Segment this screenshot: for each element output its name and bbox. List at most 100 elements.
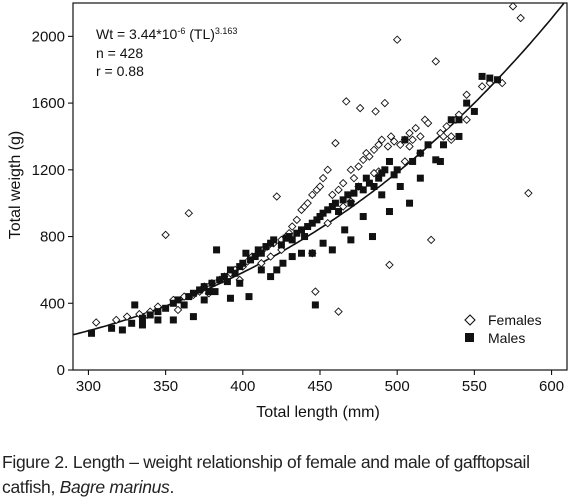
male-point (108, 324, 116, 332)
female-point (287, 222, 297, 231)
male-point (208, 279, 216, 287)
male-point (375, 174, 383, 182)
male-point (447, 116, 455, 124)
female-point (462, 90, 471, 99)
x-tick-label: 500 (385, 378, 410, 395)
x-tick-label: 300 (76, 378, 101, 395)
legend-females-label: Females (488, 312, 542, 328)
y-tick-label: 2000 (32, 28, 65, 45)
male-point (355, 183, 363, 190)
male-point (251, 253, 259, 261)
female-point (477, 82, 487, 91)
x-axis-title: Total length (mm) (256, 404, 380, 421)
male-point (390, 171, 398, 179)
male-point (335, 208, 343, 216)
male-point (304, 223, 312, 231)
female-point (416, 132, 425, 141)
equation-exponent-2: 3.163 (215, 26, 238, 36)
male-point (365, 179, 373, 187)
male-point (189, 313, 197, 321)
female-point (365, 152, 374, 161)
male-point (242, 249, 250, 257)
male-point (211, 288, 219, 296)
male-point (347, 236, 355, 244)
fit-curve (72, 2, 565, 336)
male-point (319, 209, 327, 217)
male-point (463, 99, 471, 107)
female-point (439, 132, 448, 141)
male-point (88, 329, 96, 337)
correlation-annotation: r = 0.88 (96, 63, 144, 79)
male-point (308, 219, 316, 227)
male-point (341, 226, 349, 234)
equation-annotation: Wt = 3.44*10-6 (TL)3.163 (96, 26, 237, 42)
male-point (297, 249, 305, 257)
female-point (323, 165, 332, 175)
y-tick-label: 800 (40, 229, 65, 246)
female-point (405, 142, 414, 151)
female-point (308, 190, 317, 200)
male-point (424, 141, 432, 149)
female-point (446, 132, 456, 141)
sample-size-annotation: n = 428 (96, 45, 143, 61)
male-point (359, 213, 367, 221)
male-point (440, 141, 447, 149)
female-point (369, 168, 379, 178)
female-point (272, 192, 282, 201)
male-point (293, 229, 301, 237)
caption-line-1: Figure 2. Length – weight relationship o… (2, 452, 530, 472)
plot-marks (72, 2, 565, 337)
male-point (200, 283, 208, 291)
female-point (346, 165, 356, 175)
male-point (385, 208, 393, 216)
female-point (516, 13, 525, 23)
female-point (266, 252, 275, 261)
male-point (180, 301, 188, 309)
female-point (426, 235, 436, 245)
male-point (350, 189, 358, 197)
legend-males-label: Males (488, 330, 525, 346)
male-point (416, 174, 424, 182)
male-point (319, 239, 327, 247)
female-point (323, 218, 332, 228)
male-point (169, 299, 177, 307)
female-point (311, 287, 320, 296)
male-point (331, 199, 339, 207)
male-point (220, 273, 228, 281)
male-point (174, 296, 182, 304)
y-axis-title: Total weigth (g) (7, 131, 24, 240)
female-point (508, 2, 518, 11)
male-point (368, 233, 376, 241)
male-point (416, 149, 424, 157)
y-tick-label: 400 (40, 295, 65, 312)
male-point (401, 136, 409, 144)
male-point (131, 301, 139, 309)
female-point (383, 142, 393, 151)
male-point (279, 259, 287, 267)
female-point (369, 145, 379, 155)
male-point (362, 174, 370, 182)
female-point (385, 260, 394, 270)
female-point (380, 98, 390, 108)
x-tick-label: 600 (539, 378, 564, 395)
male-point (270, 236, 278, 244)
female-point (411, 123, 420, 133)
male-point (409, 157, 417, 165)
male-point (196, 286, 204, 294)
female-point (161, 230, 170, 240)
female-point (122, 312, 132, 321)
male-point (169, 316, 177, 324)
male-point (138, 314, 146, 322)
female-point (400, 157, 410, 166)
male-point (200, 296, 208, 304)
male-point (154, 308, 162, 316)
scatter-chart: 300 350 400 450 500 550 600 0 400 800 1200 1600 2000… (7, 2, 568, 421)
female-point (334, 307, 343, 316)
male-point (288, 236, 296, 244)
male-point (185, 293, 193, 301)
male-point (308, 249, 316, 257)
female-point (377, 135, 386, 145)
axes: 300 350 400 450 500 550 600 0 400 800 1200 1600 2000 (32, 2, 568, 395)
male-point (216, 276, 224, 284)
female-point (173, 305, 183, 315)
